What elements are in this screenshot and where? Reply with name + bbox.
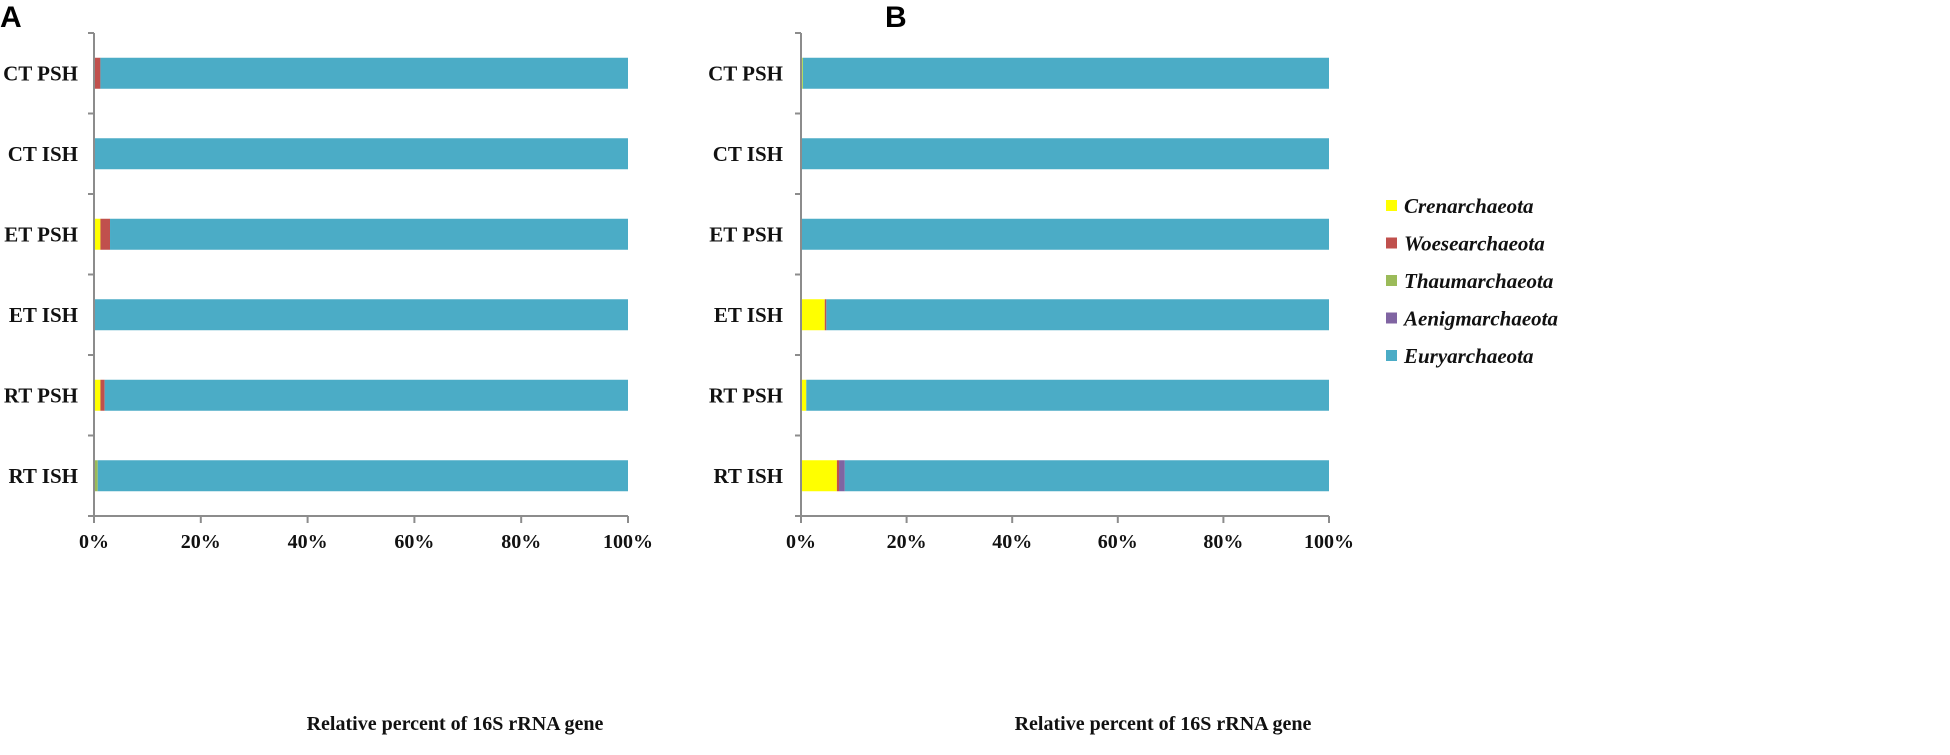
panel-a-x-tick-label: 60% [394,531,434,553]
panel-b-bar-ct-ish-euryarchaeota [801,138,1329,170]
panel-b-bar-rt-ish-woesearchaeota [836,460,840,492]
panel-a-bar-ct-ish-euryarchaeota [94,138,628,170]
panel-b-x-tick-label: 80% [1203,531,1243,553]
panel-b-x-tick-label: 0% [786,531,816,553]
legend-swatch-woesearchaeota [1386,237,1397,249]
panel-a-bar-et-psh-crenarchaeota [94,218,101,250]
panel-a-x-tick-label: 20% [181,531,221,553]
panel-a-label: A [0,1,22,34]
panel-a-category-label-rt-psh: RT PSH [4,383,78,407]
panel-b-bars [801,57,1329,492]
panel-a-x-tick-label: 100% [603,531,653,553]
panel-a-bar-rt-psh-euryarchaeota [104,379,629,411]
panel-a-bar-et-psh-woesearchaeota [100,218,111,250]
panel-a-bar-et-ish-euryarchaeota [94,299,628,331]
panel-b-category-label-et-psh: ET PSH [709,222,783,246]
panel-b-category-label-ct-ish: CT ISH [713,142,783,166]
panel-b-label: B [885,1,907,34]
panel-b-bar-et-psh-euryarchaeota [801,218,1329,250]
panel-a-x-tick-label: 80% [501,531,541,553]
panel-a-bar-ct-psh-woesearchaeota [94,57,101,89]
legend-label-crenarchaeota: Crenarchaeota [1404,194,1534,218]
panel-a-category-label-et-psh: ET PSH [4,222,78,246]
panel-b-bar-rt-psh-euryarchaeota [806,379,1329,411]
legend-label-woesearchaeota: Woesearchaeota [1404,232,1545,256]
panel-b-category-label-rt-ish: RT ISH [714,464,784,488]
panel-b-bar-rt-ish-crenarchaeota [801,460,837,492]
panel-b-labels: 0% 20% 40% 60% 80% 100% CT PSH CT ISH ET PSH ET I… [708,61,1354,553]
panel-a-category-label-rt-ish: RT ISH [9,464,79,488]
panel-a-category-label-ct-psh: CT PSH [3,61,78,85]
panel-a-category-label-ct-ish: CT ISH [8,142,78,166]
panel-a-bar-rt-psh-crenarchaeota [94,379,101,411]
panel-b-bar-et-ish-crenarchaeota [801,299,825,331]
legend-label-euryarchaeota: Euryarchaeota [1403,344,1534,368]
legend-label-thaumarchaeota: Thaumarchaeota [1404,269,1553,293]
panel-b-bar-rt-psh-crenarchaeota [801,379,807,411]
panel-b-category-label-rt-psh: RT PSH [709,383,783,407]
panel-b-x-tick-label: 40% [992,531,1032,553]
panel-b-category-label-ct-psh: CT PSH [708,61,783,85]
panel-a-bar-et-psh-euryarchaeota [110,218,628,250]
panel-b-x-tick-label: 60% [1098,531,1138,553]
panel-a-bars [94,57,629,492]
panel-a-bar-rt-ish-thaumarchaeota [94,460,98,492]
panel-b-x-tick-label: 20% [887,531,927,553]
legend-label-aenigmarchaeota: Aenigmarchaeota [1402,307,1558,331]
panel-b-bar-et-ish-woesearchaeota [824,299,827,331]
panel-b-bar-ct-psh-euryarchaeota [802,57,1329,89]
panel-b-axes [795,32,1330,523]
panel-a-bar-rt-ish-euryarchaeota [97,460,629,492]
panel-a-x-tick-label: 40% [288,531,328,553]
panel-b-x-tick-label: 100% [1304,531,1354,553]
legend-swatch-thaumarchaeota [1386,275,1397,286]
panel-a-labels: 0% 20% 40% 60% 80% 100% CT PSH CT ISH ET PSH ET I… [3,61,653,553]
panel-a-bar-rt-psh-woesearchaeota [100,379,105,411]
panel-a-x-tick-label: 0% [79,531,109,553]
panel-b-category-label-et-ish: ET ISH [714,303,783,327]
panel-a-chart: A Relative percent of 16S rRNA gene 0% 20… [0,1,653,735]
legend-swatch-aenigmarchaeota [1386,312,1397,324]
panel-a-category-label-et-ish: ET ISH [9,303,78,327]
panel-b-chart: B Relative percent of 16S rRNA gene 0% 20… [708,1,1354,735]
panel-b-x-axis-title: Relative percent of 16S rRNA gene [1015,713,1312,735]
legend: Crenarchaeota Woesearchaeota Thaumarchaeot… [1386,194,1558,368]
panel-a-x-axis-title: Relative percent of 16S rRNA gene [307,713,604,735]
panel-b-bar-rt-ish-euryarchaeota [844,460,1329,492]
legend-swatch-euryarchaeota [1386,350,1397,361]
panel-b-bar-rt-ish-aenigmarchaeota [839,460,845,492]
panel-a-axes [88,32,629,523]
panel-b-bar-et-ish-euryarchaeota [826,299,1329,331]
legend-swatch-crenarchaeota [1386,200,1397,211]
panel-a-bar-ct-psh-euryarchaeota [100,57,628,89]
